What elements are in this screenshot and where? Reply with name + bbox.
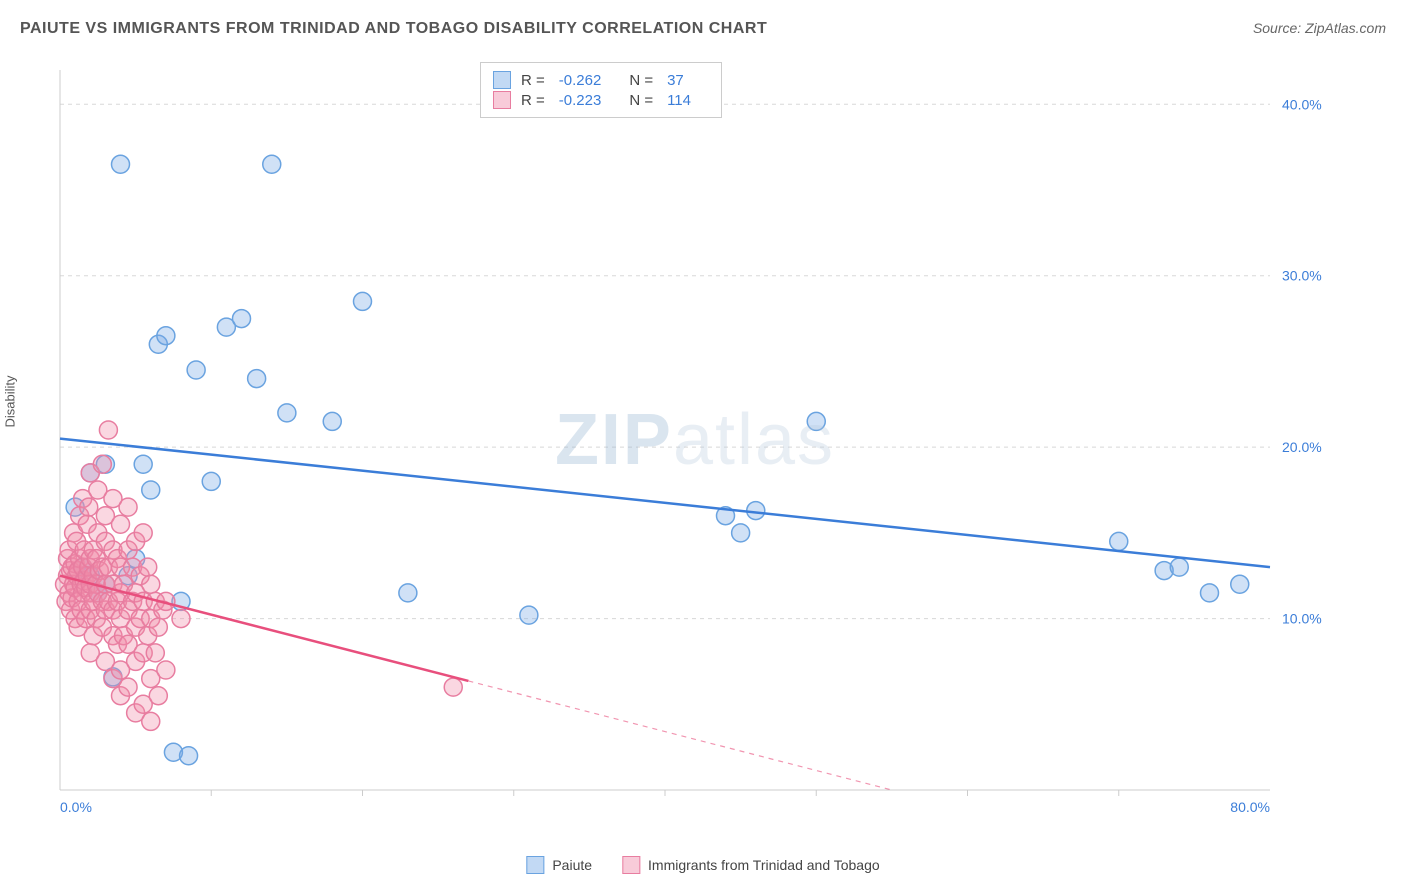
legend-row-trinidad: R = -0.223 N = 114	[493, 91, 709, 109]
svg-text:80.0%: 80.0%	[1230, 799, 1270, 815]
legend-item-paiute: Paiute	[526, 856, 592, 874]
legend-item-trinidad: Immigrants from Trinidad and Tobago	[622, 856, 880, 874]
series-legend: Paiute Immigrants from Trinidad and Toba…	[526, 856, 879, 874]
n-value-trinidad: 114	[667, 92, 691, 109]
r-value-paiute: -0.262	[559, 72, 602, 89]
chart-title: PAIUTE VS IMMIGRANTS FROM TRINIDAD AND T…	[20, 20, 767, 38]
source-label: Source: ZipAtlas.com	[1253, 20, 1386, 36]
legend-row-paiute: R = -0.262 N = 37	[493, 71, 709, 89]
svg-text:40.0%: 40.0%	[1282, 96, 1322, 112]
y-axis-label: Disability	[3, 375, 18, 427]
r-value-trinidad: -0.223	[559, 92, 602, 109]
swatch-trinidad	[493, 91, 511, 109]
svg-text:30.0%: 30.0%	[1282, 268, 1322, 284]
scatter-chart: 10.0% 20.0% 30.0% 40.0% 0.0% 80.0%	[50, 60, 1340, 820]
legend-label-trinidad: Immigrants from Trinidad and Tobago	[648, 857, 880, 873]
svg-text:20.0%: 20.0%	[1282, 439, 1322, 455]
correlation-legend: R = -0.262 N = 37 R = -0.223 N = 114	[480, 62, 722, 118]
n-label: N =	[629, 72, 653, 89]
legend-label-paiute: Paiute	[552, 857, 592, 873]
swatch-trinidad-bottom	[622, 856, 640, 874]
swatch-paiute-bottom	[526, 856, 544, 874]
n-value-paiute: 37	[667, 72, 684, 89]
n-label: N =	[629, 92, 653, 109]
svg-text:0.0%: 0.0%	[60, 799, 92, 815]
chart-area: 10.0%20.0%30.0%40.0%0.0%80.0% ZIPatlas	[50, 60, 1340, 820]
r-label: R =	[521, 72, 545, 89]
swatch-paiute	[493, 71, 511, 89]
r-label: R =	[521, 92, 545, 109]
header: PAIUTE VS IMMIGRANTS FROM TRINIDAD AND T…	[20, 20, 1386, 38]
svg-text:10.0%: 10.0%	[1282, 611, 1322, 627]
